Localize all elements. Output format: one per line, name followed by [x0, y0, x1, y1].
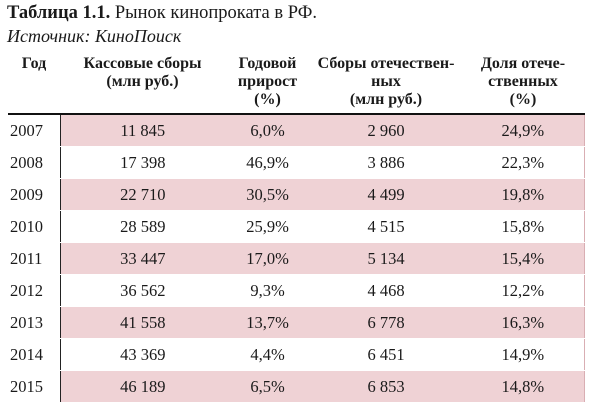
table-row: 2007 11 845 6,0% 2 960 24,9% [8, 113, 585, 147]
cell-domestic-share: 16,3% [462, 306, 585, 339]
table-row: 2015 46 189 6,5% 6 853 14,8% [8, 370, 585, 403]
cell-domestic-box-office: 5 134 [310, 242, 462, 275]
table-number: Таблица 1.1. [7, 3, 111, 23]
cell-box-office: 11 845 [60, 113, 225, 147]
header-box-office-line-2: (млн руб.) [106, 73, 179, 90]
cell-annual-growth: 25,9% [225, 210, 310, 243]
cell-year: 2013 [8, 306, 61, 339]
cell-domestic-box-office: 6 451 [310, 338, 462, 371]
table-row: 2013 41 558 13,7% 6 778 16,3% [8, 306, 585, 339]
cell-year: 2007 [8, 113, 61, 147]
cell-annual-growth: 6,5% [225, 370, 310, 403]
cell-annual-growth: 6,0% [225, 113, 310, 147]
header-annual-growth-line-2: прирост [237, 73, 298, 90]
header-year-line-1: Год [21, 55, 47, 72]
cell-year: 2008 [8, 146, 61, 179]
source-note: Источник: КиноПоиск [7, 26, 182, 46]
cell-year: 2014 [8, 338, 61, 371]
header-domestic-share-line-1: Доля отече- [480, 55, 566, 72]
cell-annual-growth: 13,7% [225, 306, 310, 339]
header-domestic-box-office-line-1: Сборы отечествен- [317, 55, 455, 72]
cell-year: 2011 [8, 242, 61, 275]
table-row: 2009 22 710 30,5% 4 499 19,8% [8, 178, 585, 211]
header-year: Год [8, 53, 60, 114]
header-box-office-line-1: Кассовые сборы [83, 55, 202, 72]
cell-domestic-share: 19,8% [462, 178, 585, 211]
table-caption: Таблица 1.1. Рынок кинопроката в РФ. [7, 2, 317, 24]
header-domestic-share: Доля отече- ственных (%) [462, 53, 584, 114]
cell-year: 2010 [8, 210, 61, 243]
cell-box-office: 33 447 [60, 242, 225, 275]
cell-domestic-share: 12,2% [462, 274, 585, 307]
header-domestic-share-line-2: ственных [488, 73, 558, 90]
table-title: Рынок кинопроката в РФ. [114, 3, 317, 23]
header-annual-growth-line-3: (%) [254, 91, 281, 108]
cell-box-office: 43 369 [60, 338, 225, 371]
table-row: 2012 36 562 9,3% 4 468 12,2% [8, 274, 585, 307]
cell-box-office: 36 562 [60, 274, 225, 307]
cell-box-office: 41 558 [60, 306, 225, 339]
cell-year: 2012 [8, 274, 61, 307]
cell-box-office: 46 189 [60, 370, 225, 403]
cell-annual-growth: 46,9% [225, 146, 310, 179]
table-row: 2011 33 447 17,0% 5 134 15,4% [8, 242, 585, 275]
header-annual-growth-line-1: Годовой [238, 55, 297, 72]
cell-domestic-box-office: 6 778 [310, 306, 462, 339]
cell-box-office: 28 589 [60, 210, 225, 243]
table-row: 2010 28 589 25,9% 4 515 15,8% [8, 210, 585, 243]
cell-domestic-share: 14,8% [462, 370, 585, 403]
cell-domestic-share: 15,8% [462, 210, 585, 243]
cell-year: 2009 [8, 178, 61, 211]
header-box-office: Кассовые сборы (млн руб.) [60, 53, 225, 114]
header-domestic-box-office: Сборы отечествен- ных (млн руб.) [310, 53, 462, 114]
cell-domestic-box-office: 6 853 [310, 370, 462, 403]
cell-box-office: 17 398 [60, 146, 225, 179]
cell-domestic-share: 22,3% [462, 146, 585, 179]
cell-domestic-share: 14,9% [462, 338, 585, 371]
cell-annual-growth: 4,4% [225, 338, 310, 371]
table-row: 2014 43 369 4,4% 6 451 14,9% [8, 338, 585, 371]
header-row: Год Кассовые сборы (млн руб.) Годовой пр… [8, 53, 584, 114]
cinema-market-table: Год Кассовые сборы (млн руб.) Годовой пр… [8, 53, 585, 403]
cell-domestic-box-office: 3 886 [310, 146, 462, 179]
cell-domestic-share: 24,9% [462, 113, 585, 147]
cell-annual-growth: 30,5% [225, 178, 310, 211]
cell-domestic-box-office: 2 960 [310, 113, 462, 147]
cell-annual-growth: 9,3% [225, 274, 310, 307]
cell-domestic-box-office: 4 499 [310, 178, 462, 211]
cell-annual-growth: 17,0% [225, 242, 310, 275]
header-domestic-box-office-line-2: ных [371, 73, 401, 90]
cell-box-office: 22 710 [60, 178, 225, 211]
header-domestic-box-office-line-3: (млн руб.) [349, 91, 423, 108]
table-row: 2008 17 398 46,9% 3 886 22,3% [8, 146, 585, 179]
header-domestic-share-line-3: (%) [509, 91, 537, 108]
cell-year: 2015 [8, 370, 61, 403]
header-annual-growth: Годовой прирост (%) [225, 53, 310, 114]
cell-domestic-share: 15,4% [462, 242, 585, 275]
cell-domestic-box-office: 4 468 [310, 274, 462, 307]
cell-domestic-box-office: 4 515 [310, 210, 462, 243]
